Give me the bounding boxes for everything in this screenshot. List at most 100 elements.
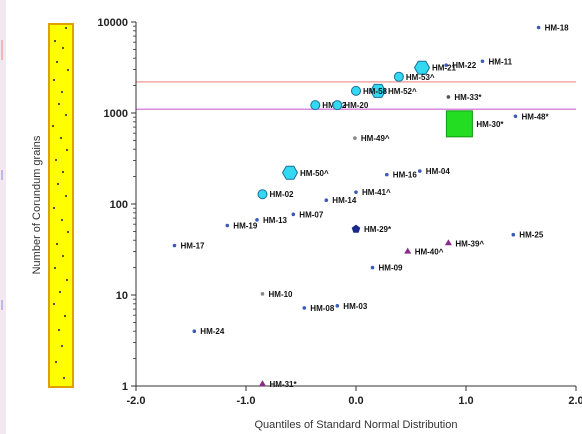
point-marker bbox=[418, 169, 422, 173]
grain-dot bbox=[64, 194, 68, 198]
y-tick-label: 1 bbox=[122, 381, 128, 393]
point-marker bbox=[369, 83, 387, 98]
point-marker bbox=[291, 212, 296, 217]
point-label: HM-20 bbox=[344, 101, 369, 110]
point-label: HM-49^ bbox=[361, 134, 390, 143]
point-label: HM-25 bbox=[519, 231, 544, 240]
grain-dot bbox=[54, 158, 58, 162]
point-marker bbox=[446, 95, 451, 99]
point-marker bbox=[225, 223, 230, 228]
point-label: HM-17 bbox=[181, 241, 206, 250]
x-tick-label: 2.0 bbox=[568, 395, 582, 407]
point-marker bbox=[354, 190, 358, 194]
grain-dot bbox=[61, 46, 65, 50]
grain-dot bbox=[64, 26, 68, 30]
point-label: HM-04 bbox=[426, 167, 451, 176]
grain-dot bbox=[60, 90, 64, 94]
point-label: HM-53^ bbox=[406, 73, 435, 82]
x-axis-title: Quantiles of Standard Normal Distributio… bbox=[255, 419, 458, 431]
point-marker bbox=[511, 232, 516, 237]
x-tick-label: -1.0 bbox=[237, 395, 256, 407]
y-tick-label: 100 bbox=[110, 199, 128, 211]
point-marker bbox=[255, 218, 259, 222]
point-marker bbox=[370, 265, 375, 270]
grain-dots bbox=[51, 26, 70, 380]
grain-dot bbox=[57, 102, 61, 106]
point-label: HM-13 bbox=[263, 216, 288, 225]
point-marker bbox=[257, 189, 268, 200]
point-marker bbox=[310, 100, 321, 111]
point-label: HM-40^ bbox=[415, 248, 444, 257]
grain-dot bbox=[55, 242, 59, 246]
grain-dot bbox=[52, 78, 56, 82]
point-marker bbox=[404, 247, 412, 254]
y-tick-label: 10000 bbox=[97, 17, 128, 29]
point-label: HM-02 bbox=[270, 190, 295, 199]
grain-dot bbox=[63, 314, 67, 318]
grain-column bbox=[48, 23, 74, 388]
point-marker bbox=[302, 306, 307, 310]
y-tick-label: 1000 bbox=[104, 108, 128, 120]
grain-dot bbox=[57, 328, 61, 332]
grain-dot bbox=[55, 60, 59, 64]
point-label: HM-21 bbox=[432, 64, 457, 73]
grain-dot bbox=[52, 206, 56, 210]
point-marker bbox=[393, 71, 404, 82]
point-label: HM-03 bbox=[343, 302, 368, 311]
grain-dot bbox=[56, 182, 60, 186]
point-marker bbox=[385, 172, 389, 177]
point-label: HM-39^ bbox=[455, 239, 484, 248]
grain-dot bbox=[60, 218, 64, 222]
point-marker bbox=[513, 114, 518, 119]
grain-dot bbox=[53, 39, 57, 43]
y-tick-label: 10 bbox=[116, 290, 128, 302]
grain-dot bbox=[66, 230, 70, 234]
point-label: HM-19 bbox=[233, 222, 258, 231]
point-marker bbox=[172, 243, 177, 248]
grain-dot bbox=[53, 266, 57, 270]
point-label: HM-24 bbox=[200, 327, 225, 336]
grain-dot bbox=[65, 278, 69, 282]
point-label: HM-50^ bbox=[300, 169, 329, 178]
point-marker bbox=[335, 304, 340, 308]
point-label: HM-33* bbox=[454, 93, 482, 102]
plot-area: -2.0 -1.0 0.0 1.0 2.0 1 10 100 1000 10000 HM-18 HM-… bbox=[97, 17, 582, 407]
grain-dot bbox=[62, 376, 66, 380]
x-tick-label: -2.0 bbox=[127, 395, 146, 407]
point-label: HM-14 bbox=[332, 196, 357, 205]
x-tick-label: 0.0 bbox=[348, 395, 363, 407]
grain-dot bbox=[65, 148, 69, 152]
point-label: HM-52^ bbox=[388, 87, 417, 96]
x-tick-label: 1.0 bbox=[458, 395, 473, 407]
point-label: HM-58 bbox=[363, 87, 388, 96]
point-label: HM-16 bbox=[393, 171, 418, 180]
point-marker bbox=[444, 63, 449, 68]
point-marker bbox=[192, 329, 197, 334]
point-marker bbox=[260, 292, 265, 296]
grain-dot bbox=[54, 360, 58, 364]
grain-dot bbox=[61, 254, 65, 258]
point-label: HM-30* bbox=[476, 120, 504, 129]
point-label: HM-07 bbox=[299, 210, 324, 219]
point-marker bbox=[444, 239, 452, 246]
left-edge-decoration bbox=[0, 0, 6, 434]
grain-dot bbox=[58, 290, 62, 294]
grain-dot bbox=[52, 302, 56, 306]
point-marker bbox=[536, 25, 541, 30]
grain-dot bbox=[60, 344, 64, 348]
point-marker bbox=[445, 110, 473, 138]
point-label: HM-48* bbox=[522, 112, 550, 121]
point-marker bbox=[324, 198, 329, 203]
point-label: HM-11 bbox=[489, 57, 513, 66]
point-label: HM-10 bbox=[269, 290, 294, 299]
point-label: HM-09 bbox=[379, 264, 404, 273]
point-marker bbox=[259, 380, 266, 387]
point-marker bbox=[351, 224, 361, 233]
point-label: HM-08 bbox=[310, 304, 335, 313]
point-label: HM-31* bbox=[270, 380, 298, 389]
grain-dot bbox=[66, 68, 70, 72]
point-label: HM-29* bbox=[364, 225, 392, 234]
grain-dot bbox=[59, 136, 63, 140]
point-label: HM-22 bbox=[452, 61, 477, 70]
